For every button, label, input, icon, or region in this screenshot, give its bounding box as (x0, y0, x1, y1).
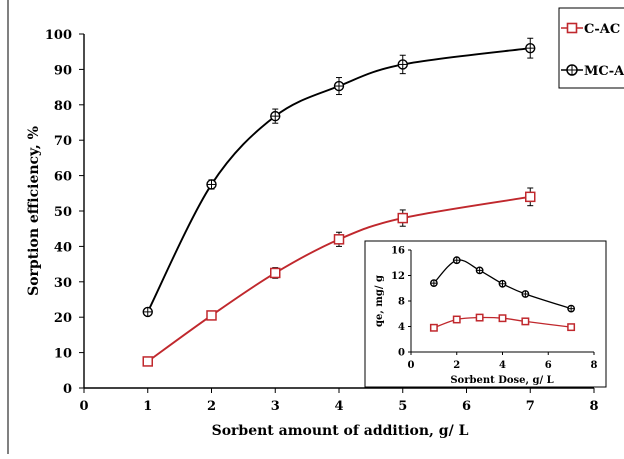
series-mc-ac-point-3 (333, 80, 345, 92)
y-tick-label-70: 70 (54, 134, 72, 149)
inset-series-mc-ac-point-4 (521, 290, 530, 298)
inset-series-c-ac-point-1 (452, 315, 461, 324)
inset-series-c-ac-point-0 (429, 323, 438, 332)
legend: C-AC MC-AC (558, 7, 624, 89)
inset-series-c-ac-point-4 (521, 317, 530, 326)
inset-chart: 0 2 4 6 8 0 4 8 12 16 Sorbent Dose, g/ L qe, mg/… (364, 240, 607, 388)
series-c-ac-point-0 (142, 356, 153, 367)
y-tick-label-80: 80 (54, 99, 72, 114)
series-c-ac-point-5 (525, 191, 536, 203)
inset-series-mc-ac-point-2 (475, 266, 484, 275)
series-c-ac-point-1 (206, 310, 217, 321)
y-tick-label-90: 90 (54, 63, 72, 78)
inset-series-mc-ac-point-1 (452, 256, 461, 265)
legend-label-mc-ac: MC-AC (584, 64, 624, 79)
series-mc-ac-point-5 (525, 42, 536, 54)
inset-x-axis-title: Sorbent Dose, g/ L (450, 375, 553, 386)
y-tick-label-20: 20 (54, 311, 72, 326)
x-tick-label-1: 1 (143, 399, 152, 414)
inset-x-tick-label-2: 2 (453, 360, 460, 371)
legend-item-c-ac: C-AC (561, 22, 620, 37)
legend-marker-c-ac (566, 22, 578, 34)
inset-x-tick-label-0: 0 (408, 360, 415, 371)
x-tick-label-2: 2 (207, 399, 216, 414)
inset-series-c-ac (429, 313, 576, 332)
y-tick-label-30: 30 (54, 276, 72, 291)
x-axis-title: Sorbent amount of addition, g/ L (212, 423, 469, 439)
x-tick-label-0: 0 (79, 399, 88, 414)
y-axis-title: Sorption efficiency, % (26, 126, 42, 296)
y-tick-label-100: 100 (45, 28, 72, 43)
inset-y-tick-label-8: 8 (398, 297, 405, 308)
inset-series-c-ac-point-2 (475, 313, 484, 322)
inset-x-tick-label-4: 4 (499, 360, 506, 371)
inset-y-tick-label-0: 0 (398, 348, 405, 359)
inset-series-mc-ac-point-0 (429, 279, 438, 288)
series-c-ac-point-2 (270, 267, 281, 279)
series-mc-ac-point-4 (397, 59, 408, 70)
inset-y-axis-title: qe, mg/ g (374, 275, 385, 327)
inset-series-layer (429, 256, 576, 332)
series-mc-ac-point-0 (142, 306, 153, 318)
inset-series-mc-ac-point-3 (498, 279, 507, 288)
inset-frame (364, 240, 607, 388)
series-mc-ac-point-1 (206, 179, 217, 190)
series-mc-ac (142, 37, 536, 318)
legend-item-mc-ac: MC-AC (561, 64, 624, 79)
series-mc-ac-line (146, 47, 531, 313)
x-tick-label-4: 4 (334, 399, 343, 414)
legend-label-c-ac: C-AC (584, 22, 620, 37)
inset-series-mc-ac-point-5 (567, 304, 576, 313)
x-tick-label-3: 3 (271, 399, 280, 414)
series-mc-ac-point-2 (270, 110, 281, 122)
x-tick-label-8: 8 (589, 399, 598, 414)
inset-series-c-ac-point-3 (498, 314, 507, 323)
inset-x-axis-ticks: 0 2 4 6 8 (408, 352, 598, 371)
y-tick-label-60: 60 (54, 170, 72, 185)
series-c-ac (142, 187, 536, 367)
main-series-layer (142, 37, 536, 367)
inset-series-mc-ac (429, 256, 576, 313)
y-axis-ticks: 0 10 20 30 40 50 60 70 80 90 100 (45, 28, 84, 397)
y-tick-label-50: 50 (54, 205, 72, 220)
x-tick-label-6: 6 (462, 399, 471, 414)
inset-y-axis-ticks: 0 4 8 12 16 (391, 246, 411, 359)
inset-series-c-ac-point-5 (567, 323, 576, 332)
series-c-ac-point-4 (397, 212, 408, 224)
y-tick-label-10: 10 (54, 347, 72, 362)
inset-x-tick-label-6: 6 (545, 360, 552, 371)
x-tick-label-7: 7 (526, 399, 535, 414)
inset-y-tick-label-12: 12 (391, 271, 405, 282)
x-tick-label-5: 5 (398, 399, 407, 414)
y-tick-label-0: 0 (63, 382, 72, 397)
y-tick-label-40: 40 (54, 240, 72, 255)
series-c-ac-point-3 (333, 234, 345, 245)
inset-y-tick-label-16: 16 (391, 246, 405, 257)
inset-x-tick-label-8: 8 (591, 360, 598, 371)
inset-y-tick-label-4: 4 (398, 322, 405, 333)
x-axis-ticks: 0 1 2 3 4 5 6 7 8 (79, 388, 599, 414)
